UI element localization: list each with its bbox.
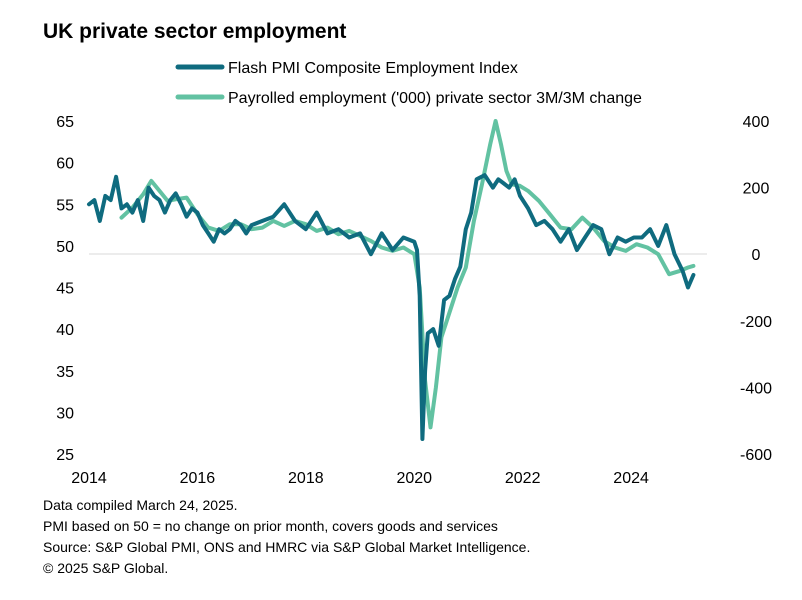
x-tick-label: 2022 <box>505 470 541 487</box>
left-tick-label: 55 <box>56 197 74 214</box>
footnote-copyright: © 2025 S&P Global. <box>43 560 168 576</box>
legend-label-payrolled: Payrolled employment ('000) private sect… <box>228 90 642 107</box>
x-tick-label: 2016 <box>180 470 216 487</box>
footnote-pmi-definition: PMI based on 50 = no change on prior mon… <box>43 518 498 534</box>
x-tick-label: 2024 <box>613 470 649 487</box>
left-tick-label: 25 <box>56 447 74 464</box>
x-tick-label: 2018 <box>288 470 324 487</box>
left-tick-label: 50 <box>56 239 74 256</box>
chart-title: UK private sector employment <box>43 20 346 43</box>
footnotes: Data compiled March 24, 2025. PMI based … <box>43 497 530 576</box>
footnote-source: Source: S&P Global PMI, ONS and HMRC via… <box>43 539 530 555</box>
footnote-compiled: Data compiled March 24, 2025. <box>43 497 238 513</box>
right-axis-ticks: 400 200 0 -200 -400 -600 <box>740 114 772 464</box>
legend: Flash PMI Composite Employment Index Pay… <box>175 60 642 107</box>
right-tick-label: 200 <box>743 181 770 198</box>
right-tick-label: 400 <box>743 114 770 131</box>
left-tick-label: 65 <box>56 114 74 131</box>
left-tick-label: 35 <box>56 364 74 381</box>
x-tick-label: 2020 <box>396 470 432 487</box>
right-tick-label: -200 <box>740 314 772 331</box>
x-axis-ticks: 2014 2016 2018 2020 2022 2024 <box>71 470 649 487</box>
right-tick-label: 0 <box>752 247 761 264</box>
series-line-payrolled <box>119 119 696 430</box>
left-tick-label: 40 <box>56 322 74 339</box>
left-tick-label: 60 <box>56 156 74 173</box>
series-lines <box>87 119 696 441</box>
right-tick-label: -400 <box>740 380 772 397</box>
legend-label-pmi: Flash PMI Composite Employment Index <box>228 60 518 77</box>
left-tick-label: 45 <box>56 281 74 298</box>
left-axis-ticks: 65 60 55 50 45 40 35 30 25 <box>56 114 74 464</box>
x-tick-label: 2014 <box>71 470 107 487</box>
series-line-pmi <box>87 173 696 441</box>
left-tick-label: 30 <box>56 405 74 422</box>
right-tick-label: -600 <box>740 447 772 464</box>
